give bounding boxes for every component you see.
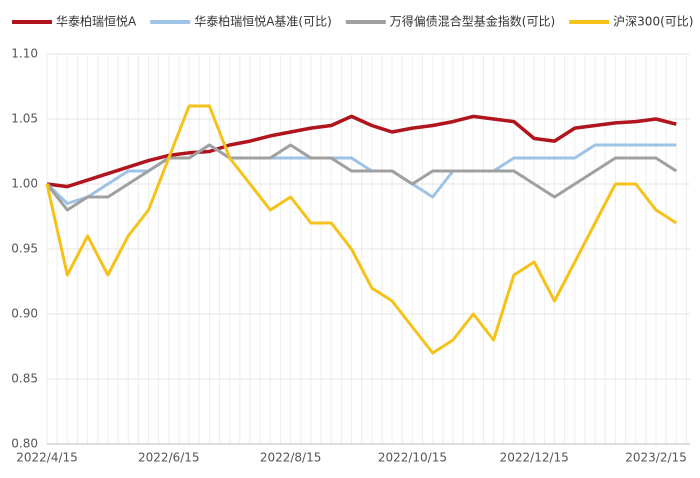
y-tick-label: 0.95: [11, 242, 38, 256]
x-tick-label: 2022/6/15: [138, 451, 200, 465]
y-tick-label: 0.90: [11, 307, 38, 321]
y-tick-label: 0.85: [11, 372, 38, 386]
x-tick-label: 2022/12/15: [500, 451, 569, 465]
y-tick-label: 1.00: [11, 177, 38, 191]
legend-label: 华泰柏瑞恒悦A: [56, 14, 137, 29]
x-tick-label: 2022/10/15: [378, 451, 447, 465]
series-line: [45, 143, 678, 212]
legend: 华泰柏瑞恒悦A 华泰柏瑞恒悦A基准(可比) 万得偏债混合型基金指数(可比) 沪深300…: [12, 14, 693, 29]
y-tick-label: 1.10: [11, 47, 38, 61]
legend-label: 沪深300(可比): [613, 15, 693, 29]
x-tick-label: 2023/2/15: [625, 451, 687, 465]
x-tick-label: 2022/4/15: [16, 451, 78, 465]
series-line: [46, 114, 677, 189]
y-tick-label: 0.80: [11, 437, 38, 451]
x-tick-label: 2022/8/15: [260, 451, 322, 465]
legend-label: 华泰柏瑞恒悦A基准(可比): [194, 14, 332, 29]
series-line: [45, 104, 678, 355]
legend-label: 万得偏债混合型基金指数(可比): [390, 14, 555, 29]
y-tick-label: 1.05: [11, 112, 38, 126]
